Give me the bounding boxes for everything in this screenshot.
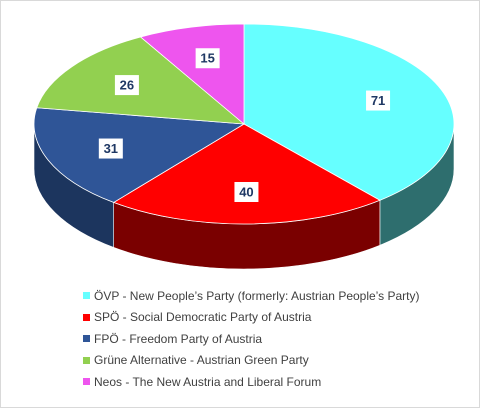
- legend-swatch-spo: [83, 313, 90, 321]
- data-label-ovp: 71: [366, 90, 391, 111]
- data-label-fpo: 31: [98, 138, 123, 159]
- legend-label-fpo: FPÖ - Freedom Party of Austria: [94, 331, 263, 346]
- legend-item-ovp: ÖVP - New People’s Party (formerly: Aust…: [83, 285, 463, 307]
- data-label-box-fpo: [98, 138, 123, 159]
- data-label-box-spo: [234, 181, 259, 202]
- legend-swatch-grune: [83, 356, 90, 364]
- legend: ÖVP - New People’s Party (formerly: Aust…: [83, 285, 463, 393]
- legend-label-spo: SPÖ - Social Democratic Party of Austria: [94, 310, 312, 325]
- legend-swatch-neos: [83, 378, 90, 386]
- legend-label-grune: Grüne Alternative - Austrian Green Party: [94, 353, 309, 368]
- legend-swatch-ovp: [83, 292, 90, 300]
- legend-item-fpo: FPÖ - Freedom Party of Austria: [83, 328, 463, 350]
- data-label-text-fpo: 31: [104, 141, 118, 156]
- data-label-text-neos: 15: [200, 51, 214, 66]
- data-label-text-grune: 26: [120, 78, 134, 93]
- data-label-spo: 40: [234, 181, 259, 202]
- legend-item-grune: Grüne Alternative - Austrian Green Party: [83, 350, 463, 372]
- data-label-box-grune: [114, 75, 139, 96]
- legend-item-spo: SPÖ - Social Democratic Party of Austria: [83, 307, 463, 329]
- pie-chart: 71 40 31 26 15: [33, 23, 455, 270]
- data-label-grune: 26: [114, 75, 139, 96]
- legend-item-neos: Neos - The New Austria and Liberal Forum: [83, 371, 463, 393]
- pie-slice-ovp: [243, 23, 455, 201]
- legend-label-ovp: ÖVP - New People’s Party (formerly: Aust…: [94, 288, 420, 303]
- data-label-box-neos: [195, 48, 220, 69]
- pie-slice-grune: [36, 36, 246, 125]
- pie-slice-spo: [112, 123, 381, 225]
- legend-swatch-fpo: [83, 335, 90, 343]
- data-label-text-spo: 40: [239, 184, 253, 199]
- data-label-neos: 15: [195, 48, 220, 69]
- pie-slice-fpo: [33, 107, 246, 203]
- data-label-text-ovp: 71: [371, 93, 385, 108]
- data-label-box-ovp: [366, 90, 391, 111]
- legend-label-neos: Neos - The New Austria and Liberal Forum: [94, 374, 322, 389]
